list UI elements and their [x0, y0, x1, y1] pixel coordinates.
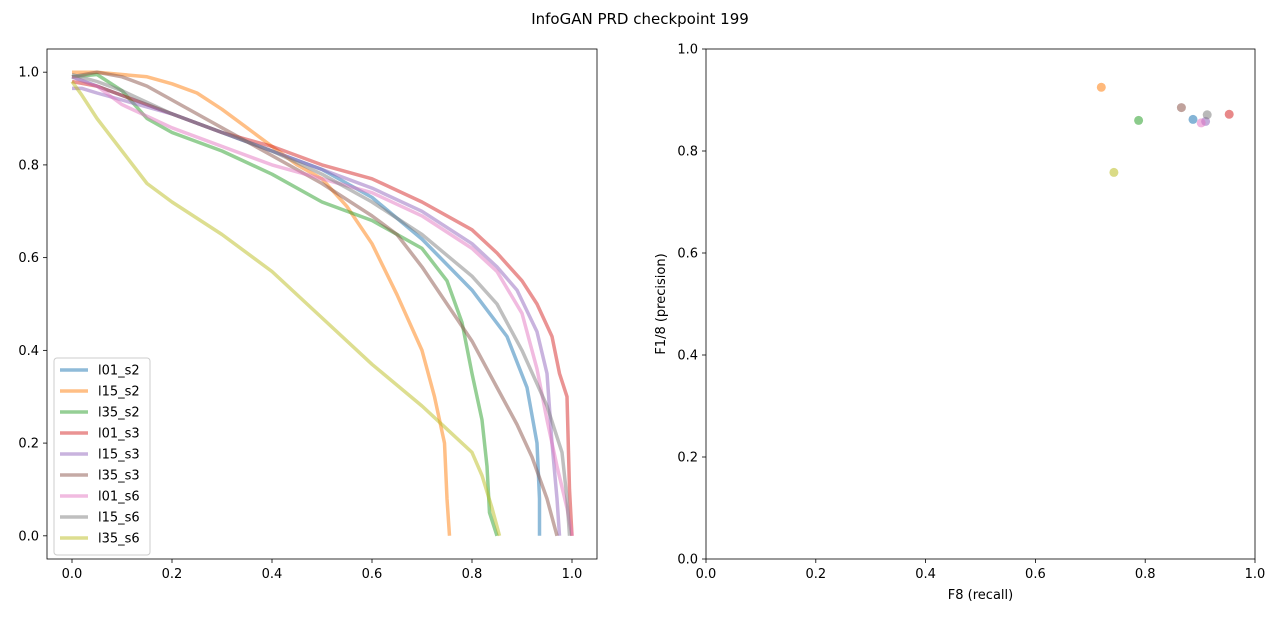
fscore-x-tick-label: 0.6: [1025, 567, 1046, 582]
legend-label-l35-s2: l35_s2: [98, 406, 140, 421]
fscore-y-tick-label: 0.6: [677, 247, 698, 262]
fscore-y-tick-label: 1.0: [677, 43, 698, 58]
legend-label-l01-s2: l01_s2: [98, 364, 140, 379]
point-l15-s2: [1096, 82, 1106, 92]
point-l35-s3: [1176, 103, 1186, 113]
prd-x-tick-label: 0.8: [462, 567, 483, 582]
prd-x-tick-label: 0.6: [362, 567, 383, 582]
curve-l35-s3: [71, 70, 559, 537]
fscore-x-tick-label: 0.2: [805, 567, 826, 582]
prd-y-tick-label: 0.0: [18, 529, 39, 544]
point-l15-s6: [1202, 110, 1212, 120]
curve-l35-s6: [70, 80, 502, 537]
point-l01-s2: [1188, 114, 1198, 124]
legend-label-l15-s6: l15_s6: [98, 511, 140, 526]
fscore-x-tick-label: 0.8: [1135, 567, 1156, 582]
point-l01-s6: [1196, 118, 1206, 128]
fscore-y-tick-label: 0.8: [677, 145, 698, 160]
curve-l15-s2: [72, 70, 452, 536]
f-scores-scatter-plot: 0.0 0.2 0.4 0.6 0.8 1.0 0.0 0.2 0.4 0.6 0.8 1.0 F8 (…: [654, 43, 1265, 604]
prd-x-tick-label: 0.4: [262, 567, 283, 582]
fscore-y-tick-label: 0.0: [677, 553, 698, 568]
prd-x-tick-label: 1.0: [562, 567, 583, 582]
prd-y-tick-label: 1.0: [18, 66, 39, 81]
legend-label-l35-s3: l35_s3: [98, 469, 140, 484]
prd-y-tick-label: 0.8: [18, 158, 39, 173]
curve-l35-s2: [71, 72, 499, 537]
prd-x-tick-label: 0.0: [62, 567, 83, 582]
prd-y-tick-label: 0.4: [18, 344, 39, 359]
prd-y-tick-label: 0.6: [18, 251, 39, 266]
fscore-x-axis-label: F8 (recall): [948, 588, 1013, 603]
fscore-x-tick-label: 0.4: [915, 567, 936, 582]
prd-plot-frame: [46, 48, 598, 560]
fscore-y-tick-label: 0.2: [677, 451, 698, 466]
fscore-plot-frame: [705, 48, 1256, 560]
point-l35-s6: [1109, 167, 1119, 177]
prd-x-tick-label: 0.2: [162, 567, 183, 582]
legend-box: [53, 357, 151, 556]
curve-l15-s3: [72, 86, 562, 536]
point-l35-s2: [1134, 115, 1144, 125]
fscore-y-tick-label: 0.4: [677, 349, 698, 364]
curve-l15-s6: [71, 72, 572, 536]
legend-label-l35-s6: l35_s6: [98, 532, 140, 547]
legend-label-l15-s3: l15_s3: [98, 448, 140, 463]
fscore-x-tick-label: 1.0: [1245, 567, 1266, 582]
curve-l01-s6: [71, 75, 574, 537]
legend-label-l01-s3: l01_s3: [98, 427, 140, 442]
point-l01-s3: [1224, 109, 1234, 119]
legend-label-l15-s2: l15_s2: [98, 385, 140, 400]
figure-title: InfoGAN PRD checkpoint 199: [531, 10, 749, 28]
prd-curves-plot: 0.0 0.2 0.4 0.6 0.8 1.0 0.0 0.2 0.4 0.6 0.8 1.0 l01_…: [18, 48, 598, 582]
fscore-x-tick-label: 0.0: [696, 567, 717, 582]
prd-y-tick-label: 0.2: [18, 437, 39, 452]
legend-label-l01-s6: l01_s6: [98, 490, 140, 505]
fscore-y-axis-label: F1/8 (precision): [654, 253, 669, 354]
